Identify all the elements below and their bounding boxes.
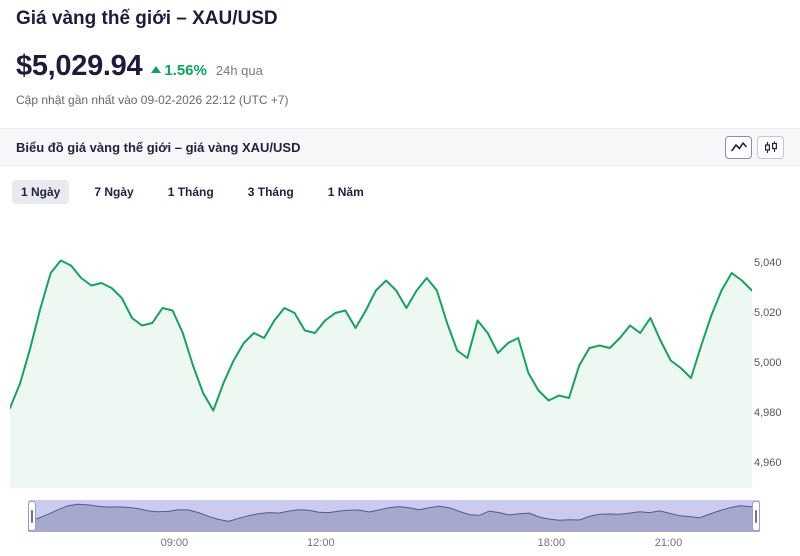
candlestick-chart-icon[interactable] — [757, 135, 784, 159]
navigator-right-handle[interactable] — [752, 501, 760, 531]
tab-1-tháng[interactable]: 1 Tháng — [159, 180, 223, 204]
price-chart[interactable] — [10, 238, 752, 488]
tab-label: 1 Ngày — [21, 185, 61, 199]
tab-label: 3 Tháng — [247, 185, 294, 199]
price-change: 1.56% — [151, 62, 207, 79]
tab-1-năm[interactable]: 1 Năm — [319, 180, 373, 204]
current-price: $5,029.94 — [16, 50, 143, 82]
x-axis: 09:00 12:00 18:00 21:00 — [28, 537, 760, 553]
x-axis-label: 21:00 — [654, 537, 683, 549]
line-chart-glyph — [730, 142, 747, 152]
tab-label: 7 Ngày — [94, 185, 134, 199]
navigator-left-handle[interactable] — [28, 501, 36, 531]
tab-7-ngày[interactable]: 7 Ngày — [85, 180, 142, 204]
tab-3-tháng[interactable]: 3 Tháng — [239, 180, 303, 204]
range-navigator[interactable] — [28, 500, 760, 532]
y-axis-label: 5,020 — [754, 307, 782, 319]
chart-panel-title: Biểu đồ giá vàng thế giới – giá vàng XAU… — [16, 139, 301, 155]
x-axis-label: 18:00 — [537, 537, 566, 549]
price-row: $5,029.94 1.56% 24h qua — [16, 50, 263, 83]
chart-panel-header: Biểu đồ giá vàng thế giới – giá vàng XAU… — [0, 128, 800, 166]
y-axis: 5,040 5,020 5,000 4,980 4,960 — [754, 238, 800, 488]
change-period: 24h qua — [215, 63, 263, 78]
page-title: Giá vàng thế giới – XAU/USD — [16, 8, 278, 29]
y-axis-label: 4,980 — [754, 407, 782, 419]
line-chart-icon[interactable] — [725, 135, 752, 159]
tab-label: 1 Năm — [327, 185, 364, 199]
y-axis-label: 5,000 — [754, 357, 782, 369]
arrow-up-icon — [151, 66, 162, 73]
navigator-mini-chart — [28, 503, 760, 532]
y-axis-label: 4,960 — [754, 457, 782, 469]
chart-type-toggle-group — [725, 135, 784, 159]
price-chart-svg — [10, 259, 752, 488]
y-axis-label: 5,040 — [754, 257, 782, 269]
x-axis-label: 09:00 — [160, 537, 189, 549]
candlestick-glyph — [764, 141, 777, 153]
tab-1-ngày[interactable]: 1 Ngày — [12, 180, 70, 204]
change-percent: 1.56% — [164, 62, 207, 79]
last-updated-text: Cập nhật gần nhất vào 09-02-2026 22:12 (… — [16, 93, 289, 107]
x-axis-label: 12:00 — [307, 537, 335, 549]
tab-label: 1 Tháng — [167, 185, 214, 199]
range-tabs: 1 Ngày 7 Ngày 1 Tháng 3 Tháng 1 Năm — [12, 180, 373, 204]
